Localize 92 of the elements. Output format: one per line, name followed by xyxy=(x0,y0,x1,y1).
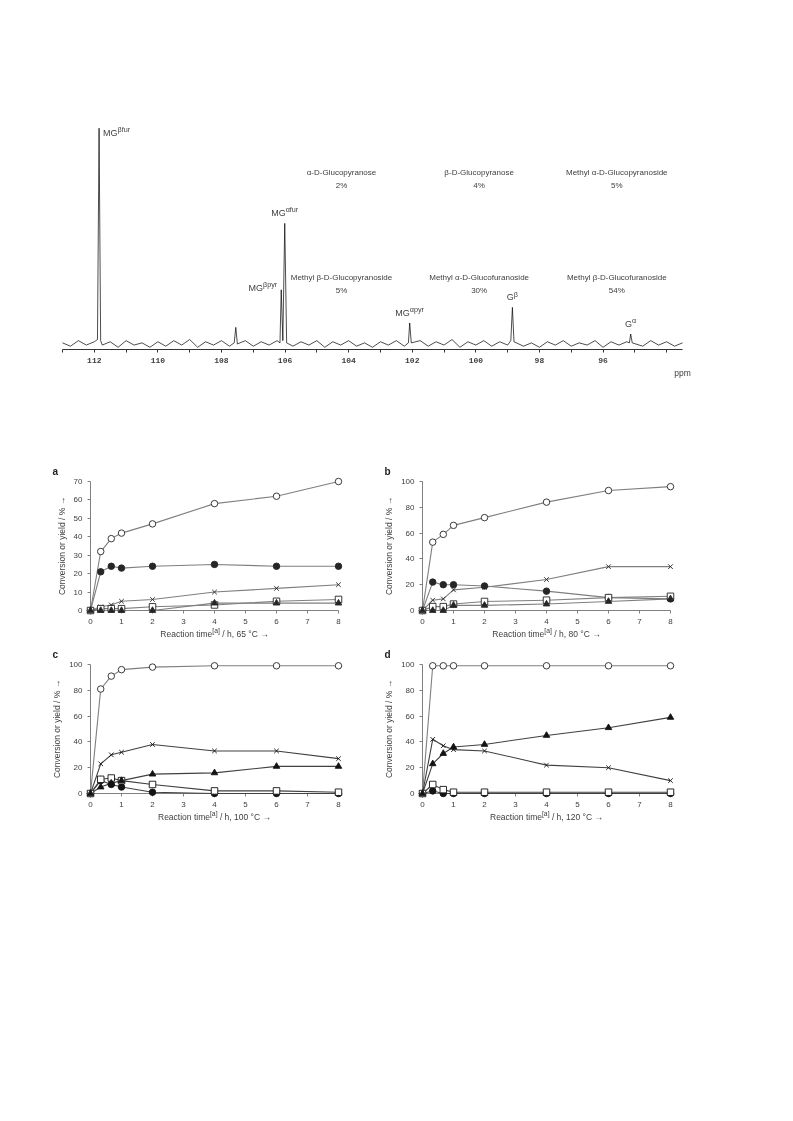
x-tick-label: 5 xyxy=(575,799,581,809)
y-axis-title: Conversion or yield / % → xyxy=(56,496,67,596)
x-tick-label: 112 xyxy=(87,355,102,365)
x-tick-label: 7 xyxy=(305,616,311,626)
x-tick-label: 6 xyxy=(274,616,280,626)
x-tick-label: 8 xyxy=(668,616,674,626)
y-tick-label: 0 xyxy=(410,606,416,615)
x-tick-label: 106 xyxy=(277,355,293,365)
chart-title: b xyxy=(384,465,391,477)
y-tick-label: 30 xyxy=(73,550,84,560)
y-tick-label: 60 xyxy=(405,528,416,538)
x-tick-label: 8 xyxy=(336,799,342,809)
chart-title: a xyxy=(52,465,59,477)
y-tick-label: 100 xyxy=(401,660,416,669)
y-tick-label: 0 xyxy=(78,789,84,798)
x-tick-label: 0 xyxy=(88,616,94,626)
x-tick-label: 3 xyxy=(181,799,187,809)
y-tick-label: 40 xyxy=(73,532,84,542)
x-tick-label: 102 xyxy=(405,355,420,365)
y-tick-label: 0 xyxy=(78,606,84,615)
x-tick-label: 98 xyxy=(534,355,545,365)
x-tick-label: 0 xyxy=(420,799,426,809)
x-tick-label: 4 xyxy=(212,799,218,809)
annotation: 54% xyxy=(608,286,625,296)
y-tick-label: 50 xyxy=(73,513,84,523)
x-tick-label: 6 xyxy=(606,799,612,809)
x-tick-label: 7 xyxy=(305,799,311,809)
y-tick-label: 80 xyxy=(405,502,416,512)
x-tick-label: 4 xyxy=(212,616,218,626)
x-axis-title: ppm xyxy=(674,367,691,378)
y-tick-label: 20 xyxy=(405,580,416,590)
x-tick-label: 3 xyxy=(181,616,187,626)
x-tick-label: 3 xyxy=(513,616,519,626)
y-tick-label: 100 xyxy=(401,477,416,486)
x-tick-label: 2 xyxy=(482,616,488,626)
y-tick-label: 60 xyxy=(73,495,84,505)
x-tick-label: 8 xyxy=(336,616,342,626)
annotation: 30% xyxy=(471,286,488,296)
y-tick-label: 60 xyxy=(405,711,416,721)
x-tick-label: 0 xyxy=(420,616,426,626)
y-tick-label: 20 xyxy=(73,763,84,773)
x-tick-label: 5 xyxy=(243,799,249,809)
x-tick-label: 8 xyxy=(668,799,674,809)
x-tick-label: 7 xyxy=(637,799,643,809)
x-tick-label: 1 xyxy=(119,799,125,809)
y-tick-label: 0 xyxy=(410,789,416,798)
annotation: β-D-Glucopyranose xyxy=(444,168,515,178)
y-axis-title: Conversion or yield / % → xyxy=(384,679,395,779)
x-tick-label: 5 xyxy=(243,616,249,626)
annotation: 2% xyxy=(335,181,348,191)
x-tick-label: 6 xyxy=(606,616,612,626)
x-tick-label: 3 xyxy=(513,799,519,809)
y-tick-label: 70 xyxy=(73,477,84,486)
x-tick-label: 0 xyxy=(88,799,94,809)
y-tick-label: 40 xyxy=(405,554,416,564)
x-tick-label: 110 xyxy=(150,355,166,365)
x-tick-label: 108 xyxy=(214,355,229,365)
y-tick-label: 40 xyxy=(73,737,84,747)
x-tick-label: 2 xyxy=(482,799,488,809)
chart-title: d xyxy=(384,648,391,660)
annotation: Methyl β-D-Glucofuranoside xyxy=(566,273,668,283)
y-axis-title: Conversion or yield / % → xyxy=(384,496,395,596)
y-tick-label: 100 xyxy=(69,660,84,669)
x-tick-label: 100 xyxy=(468,355,484,365)
x-tick-label: 6 xyxy=(274,799,280,809)
y-tick-label: 20 xyxy=(405,763,416,773)
y-tick-label: 60 xyxy=(73,711,84,721)
annotation: Methyl α-D-Glucofuranoside xyxy=(429,273,530,283)
x-tick-label: 104 xyxy=(341,355,357,365)
y-tick-label: 80 xyxy=(73,685,84,695)
annotation: 5% xyxy=(611,181,623,191)
x-tick-label: 2 xyxy=(150,799,156,809)
y-axis-title: Conversion or yield / % → xyxy=(52,679,63,779)
annotation: 5% xyxy=(335,286,348,296)
annotation: Methyl β-D-Glucopyranoside xyxy=(290,273,393,283)
y-tick-label: 40 xyxy=(405,737,416,747)
x-tick-label: 96 xyxy=(598,355,609,365)
x-tick-label: 1 xyxy=(451,616,457,626)
y-tick-label: 80 xyxy=(405,685,416,695)
x-tick-label: 5 xyxy=(575,616,581,626)
chart-title: c xyxy=(52,648,59,660)
x-tick-label: 7 xyxy=(637,616,643,626)
annotation: 4% xyxy=(473,181,485,191)
x-tick-label: 2 xyxy=(150,616,156,626)
annotation: Methyl α-D-Glucopyranoside xyxy=(566,168,669,178)
x-tick-label: 1 xyxy=(451,799,457,809)
x-tick-label: 4 xyxy=(544,616,550,626)
x-tick-label: 4 xyxy=(544,799,550,809)
annotation: α-D-Glucopyranose xyxy=(306,168,377,178)
x-tick-label: 1 xyxy=(119,616,125,626)
y-tick-label: 10 xyxy=(73,587,84,597)
y-tick-label: 20 xyxy=(73,569,84,579)
